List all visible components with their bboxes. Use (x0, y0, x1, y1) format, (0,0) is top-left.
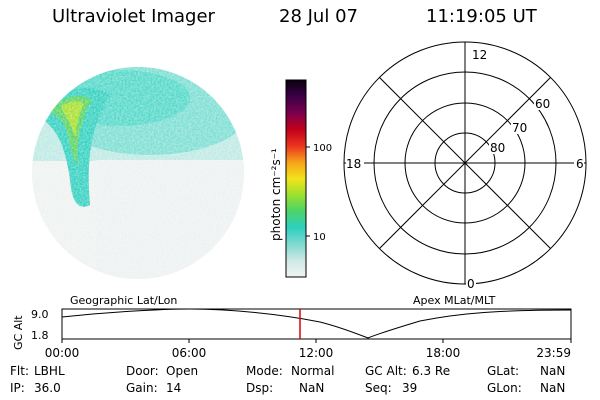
seq-value: 39 (402, 381, 418, 395)
ip-label: IP: (10, 381, 25, 395)
polar-grid (343, 41, 587, 285)
date-label: 28 Jul 07 (279, 6, 358, 27)
mlt-label-18: 18 (346, 157, 361, 171)
mlt-label-6: 6 (576, 157, 584, 171)
orbit-y-tick-1-8: 1.8 (31, 329, 49, 342)
dsp-label: Dsp: (246, 381, 274, 395)
colorbar-tick-10: 10 (313, 232, 326, 243)
colorbar (285, 79, 307, 278)
mlt-label-0: 0 (467, 277, 475, 291)
gc-alt-label: GC Alt: (365, 364, 407, 378)
lat-label-60: 60 (535, 97, 550, 111)
glat-value: NaN (540, 364, 566, 378)
dsp-value: NaN (299, 381, 325, 395)
orbit-x-tick-2359: 23:59 (536, 346, 571, 360)
mlt-label-12: 12 (472, 48, 487, 62)
door-value: Open (166, 364, 199, 378)
colorbar-tick-100: 100 (313, 143, 332, 154)
orbit-y-tick-9: 9.0 (31, 308, 49, 321)
gain-label: Gain: (126, 381, 158, 395)
mode-value: Normal (291, 364, 335, 378)
lat-label-70: 70 (512, 121, 527, 135)
auroral-image (32, 67, 244, 279)
flt-value: LBHL (34, 364, 65, 378)
gc-alt-value: 6.3 Re (412, 364, 451, 378)
glon-value: NaN (540, 381, 566, 395)
flt-label: Flt: (10, 364, 29, 378)
orbit-x-tick-1200: 12:00 (299, 346, 334, 360)
mode-label: Mode: (246, 364, 283, 378)
orbit-plot-frame (61, 308, 572, 340)
orbit-altitude-curve (61, 308, 572, 339)
gain-value: 14 (166, 381, 182, 395)
seq-label: Seq: (365, 381, 392, 395)
orbit-right-label: Apex MLat/MLT (413, 294, 496, 307)
time-label: 11:19:05 UT (426, 6, 537, 27)
colorbar-unit-label: photon cm⁻²s⁻¹ (269, 148, 283, 241)
instrument-title: Ultraviolet Imager (52, 6, 215, 27)
ip-value: 36.0 (34, 381, 61, 395)
orbit-left-label: Geographic Lat/Lon (70, 294, 177, 307)
orbit-x-tick-0600: 06:00 (172, 346, 207, 360)
door-label: Door: (126, 364, 159, 378)
orbit-x-tick-0000: 00:00 (45, 346, 80, 360)
orbit-y-axis-label: GC Alt (12, 315, 25, 350)
orbit-x-tick-1800: 18:00 (426, 346, 461, 360)
lat-label-80: 80 (490, 141, 505, 155)
glon-label: GLon: (487, 381, 522, 395)
glat-label: GLat: (487, 364, 520, 378)
